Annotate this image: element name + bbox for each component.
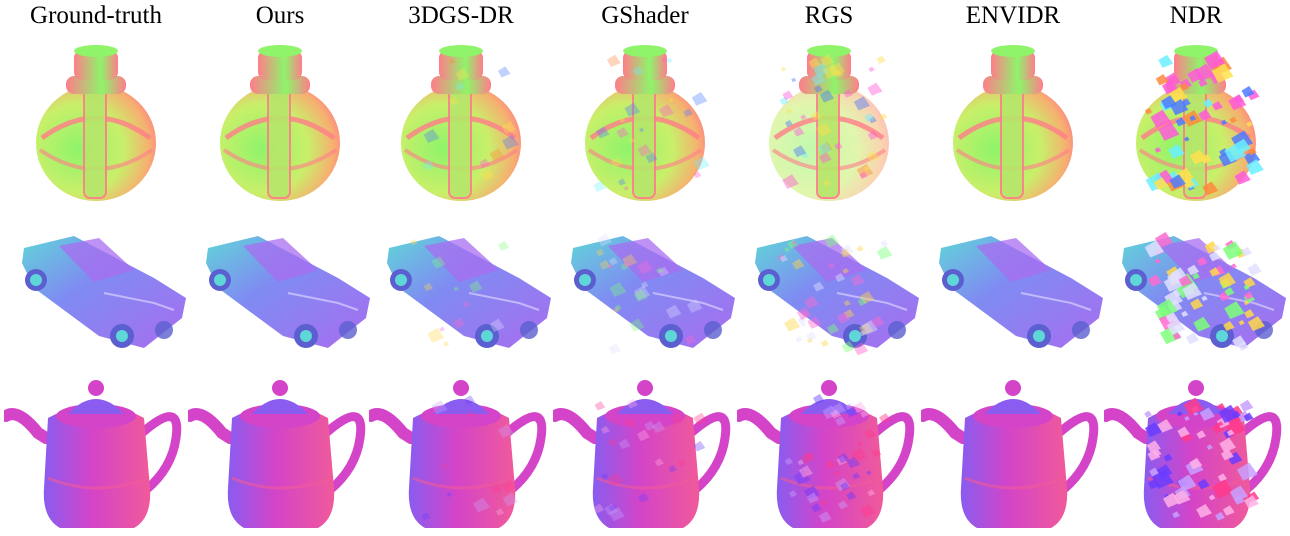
- column-title-ours: Ours: [255, 2, 305, 29]
- potion-bottle-normal-map-image: [585, 45, 710, 201]
- column-title-ground-truth: Ground-truth: [30, 2, 162, 29]
- teapot-envidr-render: [921, 378, 1105, 536]
- car-gshader-render: [553, 218, 737, 368]
- column-header-row: Ground-truth Ours 3DGS-DR GShader RGS EN…: [0, 0, 1290, 40]
- potion-bottle-ground-truth-render: [4, 38, 188, 208]
- potion-bottle-envidr-render: [921, 38, 1105, 208]
- car-rgs-render: [737, 218, 921, 368]
- teapot-ground-truth-render: [4, 378, 188, 536]
- teapot-normal-map-image: [1104, 380, 1282, 528]
- comparison-image-grid: [0, 38, 1290, 536]
- car-ground-truth-render: [4, 218, 188, 368]
- column-title-3dgs-dr: 3DGS-DR: [408, 2, 514, 29]
- teapot-gshader-render: [553, 378, 737, 536]
- potion-bottle-gshader-render: [553, 38, 737, 208]
- potion-bottle-ours-render: [188, 38, 372, 208]
- potion-bottle-normal-map-image: [401, 45, 521, 201]
- car-envidr-render: [921, 218, 1105, 368]
- potion-bottle-ndr-render: [1104, 38, 1288, 208]
- car-normal-map-image: [1122, 231, 1286, 351]
- car-normal-map-image: [571, 233, 735, 355]
- potion-bottle-rgs-render: [737, 38, 921, 208]
- potion-bottle-normal-map-image: [36, 45, 156, 201]
- column-title-envidr: ENVIDR: [965, 2, 1061, 29]
- teapot-3dgs-dr-render: [369, 378, 553, 536]
- car-3dgs-dr-render: [369, 218, 553, 368]
- car-normal-map-image: [22, 236, 186, 348]
- teapot-normal-map-image: [188, 380, 366, 528]
- car-normal-map-image: [939, 236, 1103, 348]
- car-normal-map-image: [755, 234, 919, 356]
- teapot-normal-map-image: [921, 380, 1099, 528]
- car-ndr-render: [1104, 218, 1288, 368]
- car-normal-map-image: [387, 236, 551, 348]
- potion-bottle-normal-map-image: [953, 45, 1073, 201]
- teapot-ndr-render: [1104, 378, 1288, 536]
- teapot-normal-map-image: [4, 380, 182, 528]
- potion-bottle-normal-map-image: [1136, 45, 1264, 201]
- potion-bottle-normal-map-image: [769, 45, 889, 201]
- potion-bottle-3dgs-dr-render: [369, 38, 553, 208]
- potion-bottle-normal-map-image: [220, 45, 340, 201]
- teapot-rgs-render: [737, 378, 921, 536]
- column-title-ndr: NDR: [1169, 2, 1223, 29]
- column-title-gshader: GShader: [601, 2, 689, 29]
- teapot-normal-map-image: [553, 380, 731, 528]
- teapot-normal-map-image: [369, 380, 547, 528]
- column-title-rgs: RGS: [804, 2, 854, 29]
- car-normal-map-image: [206, 236, 370, 348]
- teapot-ours-render: [188, 378, 372, 536]
- car-ours-render: [188, 218, 372, 368]
- teapot-normal-map-image: [737, 380, 915, 528]
